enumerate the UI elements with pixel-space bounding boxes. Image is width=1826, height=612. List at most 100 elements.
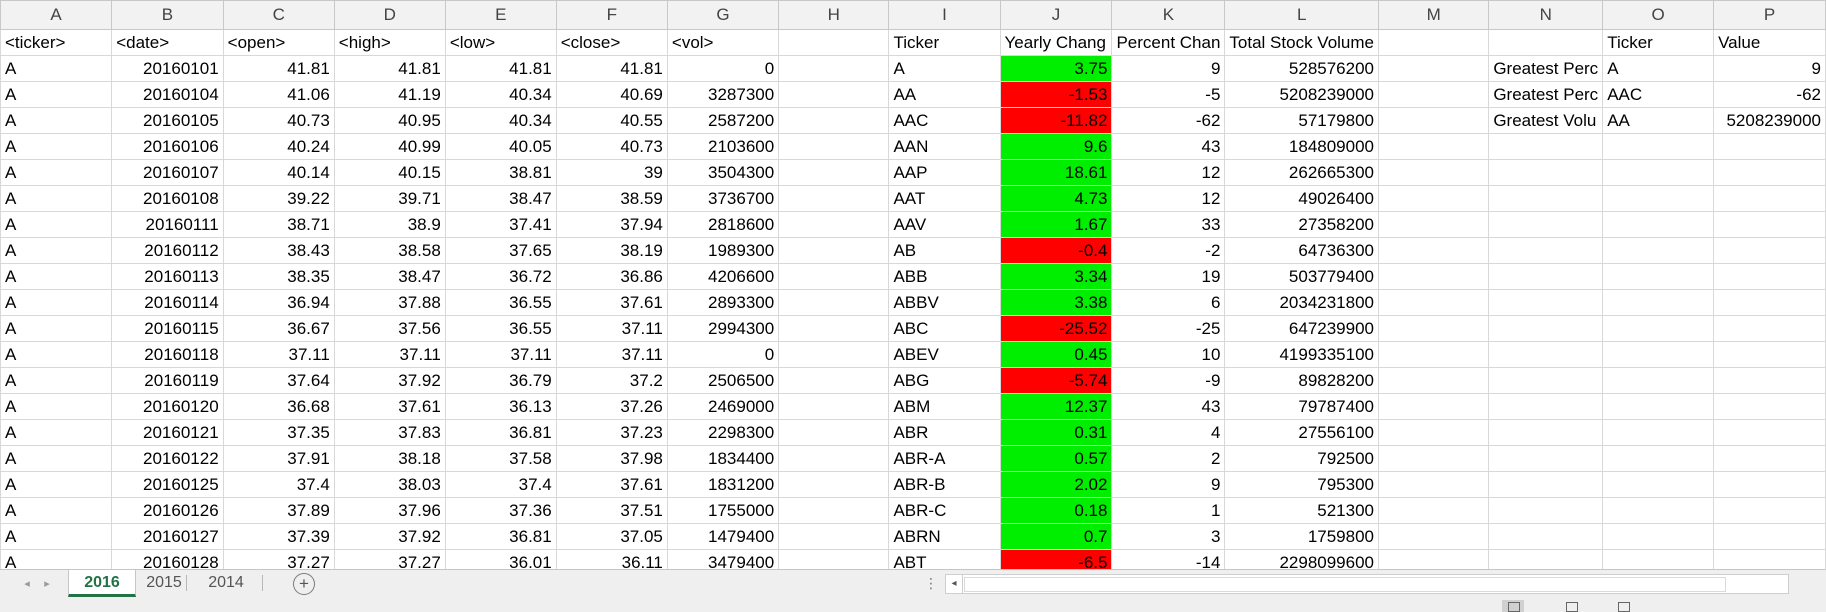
yearly-change-cell[interactable]: 12.37 [999, 393, 1113, 420]
empty-cell[interactable] [1377, 549, 1490, 569]
yearly-change-cell[interactable]: -5.74 [999, 367, 1113, 394]
plus-circle-icon[interactable]: + [293, 573, 315, 595]
empty-cell[interactable] [1377, 81, 1490, 108]
empty-cell[interactable] [1602, 263, 1715, 290]
page-break-icon[interactable] [1612, 600, 1634, 612]
data-cell[interactable]: 20160107 [111, 159, 224, 186]
empty-cell[interactable] [1377, 419, 1490, 446]
summary-ticker-cell[interactable]: ABT [888, 549, 1001, 569]
empty-cell[interactable] [1377, 289, 1490, 316]
data-cell[interactable]: 20160113 [111, 263, 224, 290]
empty-cell[interactable] [1713, 315, 1826, 342]
empty-cell[interactable] [1488, 133, 1604, 160]
data-cell[interactable]: 40.15 [333, 159, 446, 186]
yearly-change-cell[interactable]: 0.57 [999, 445, 1113, 472]
column-header-f[interactable]: F [555, 0, 668, 30]
grid-view-icon[interactable] [1502, 600, 1524, 612]
empty-cell[interactable] [778, 133, 890, 160]
data-cell[interactable]: 36.94 [222, 289, 335, 316]
data-cell[interactable]: 41.19 [333, 81, 446, 108]
summary-ticker-cell[interactable]: ABR-C [888, 497, 1001, 524]
data-cell[interactable]: 37.27 [222, 549, 335, 569]
greatest-label-cell[interactable]: Greatest Volu [1488, 107, 1604, 134]
greatest-label-cell[interactable]: Greatest Perc [1488, 81, 1604, 108]
percent-change-cell[interactable]: 12 [1111, 185, 1226, 212]
yearly-change-cell[interactable]: 0.18 [999, 497, 1113, 524]
data-cell[interactable]: 37.26 [555, 393, 668, 420]
empty-cell[interactable] [1713, 341, 1826, 368]
empty-cell[interactable] [1488, 523, 1604, 550]
data-cell[interactable]: 2506500 [666, 367, 780, 394]
percent-change-cell[interactable]: 19 [1111, 263, 1226, 290]
data-cell[interactable]: 20160115 [111, 315, 224, 342]
data-cell[interactable]: A [0, 263, 113, 290]
data-cell[interactable]: A [0, 367, 113, 394]
yearly-change-cell[interactable]: 4.73 [999, 185, 1113, 212]
header-cell[interactable]: Ticker [1602, 29, 1715, 56]
column-header-l[interactable]: L [1224, 0, 1379, 30]
empty-cell[interactable] [1377, 445, 1490, 472]
summary-ticker-cell[interactable]: AAV [888, 211, 1001, 238]
empty-cell[interactable] [1488, 549, 1604, 569]
percent-change-cell[interactable]: 6 [1111, 289, 1226, 316]
data-cell[interactable]: 20160111 [111, 211, 224, 238]
empty-cell[interactable] [778, 419, 890, 446]
total-volume-cell[interactable]: 2298099600 [1224, 549, 1379, 569]
data-cell[interactable]: 37.36 [444, 497, 557, 524]
empty-cell[interactable] [1488, 419, 1604, 446]
empty-cell[interactable] [1602, 497, 1715, 524]
data-cell[interactable]: 40.55 [555, 107, 668, 134]
data-cell[interactable]: 37.89 [222, 497, 335, 524]
yearly-change-cell[interactable]: -25.52 [999, 315, 1113, 342]
data-cell[interactable]: 2818600 [666, 211, 780, 238]
total-volume-cell[interactable]: 528576200 [1224, 55, 1379, 82]
data-cell[interactable]: 37.11 [444, 341, 557, 368]
yearly-change-cell[interactable]: -0.4 [999, 237, 1113, 264]
data-cell[interactable]: 37.51 [555, 497, 668, 524]
percent-change-cell[interactable]: 43 [1111, 133, 1226, 160]
data-cell[interactable]: 20160106 [111, 133, 224, 160]
data-cell[interactable]: 37.11 [222, 341, 335, 368]
empty-cell[interactable] [1602, 471, 1715, 498]
empty-cell[interactable] [1602, 185, 1715, 212]
data-cell[interactable]: 40.99 [333, 133, 446, 160]
data-cell[interactable]: A [0, 55, 113, 82]
empty-cell[interactable] [1713, 523, 1826, 550]
yearly-change-cell[interactable]: -11.82 [999, 107, 1113, 134]
total-volume-cell[interactable]: 27556100 [1224, 419, 1379, 446]
empty-cell[interactable] [1488, 185, 1604, 212]
data-cell[interactable]: 37.98 [555, 445, 668, 472]
header-cell[interactable]: <vol> [666, 29, 780, 56]
empty-cell[interactable] [1602, 237, 1715, 264]
summary-ticker-cell[interactable]: AB [888, 237, 1001, 264]
header-cell[interactable] [1488, 29, 1604, 56]
total-volume-cell[interactable]: 2034231800 [1224, 289, 1379, 316]
triangle-right-icon[interactable]: ▸ [44, 578, 50, 590]
data-cell[interactable]: 37.91 [222, 445, 335, 472]
total-volume-cell[interactable]: 503779400 [1224, 263, 1379, 290]
empty-cell[interactable] [1602, 367, 1715, 394]
percent-change-cell[interactable]: 12 [1111, 159, 1226, 186]
percent-change-cell[interactable]: -9 [1111, 367, 1226, 394]
data-cell[interactable]: 20160126 [111, 497, 224, 524]
empty-cell[interactable] [1602, 159, 1715, 186]
yearly-change-cell[interactable]: 9.6 [999, 133, 1113, 160]
yearly-change-cell[interactable]: 3.75 [999, 55, 1113, 82]
data-cell[interactable]: 37.11 [333, 341, 446, 368]
data-cell[interactable]: 20160112 [111, 237, 224, 264]
horizontal-scrollbar[interactable]: ◂ [945, 574, 1789, 594]
empty-cell[interactable] [778, 55, 890, 82]
data-cell[interactable]: 38.9 [333, 211, 446, 238]
percent-change-cell[interactable]: 4 [1111, 419, 1226, 446]
empty-cell[interactable] [1377, 523, 1490, 550]
total-volume-cell[interactable]: 792500 [1224, 445, 1379, 472]
data-cell[interactable]: 37.27 [333, 549, 446, 569]
empty-cell[interactable] [1488, 315, 1604, 342]
empty-cell[interactable] [778, 185, 890, 212]
total-volume-cell[interactable]: 89828200 [1224, 367, 1379, 394]
data-cell[interactable]: 2469000 [666, 393, 780, 420]
summary-ticker-cell[interactable]: AAT [888, 185, 1001, 212]
data-cell[interactable]: 20160127 [111, 523, 224, 550]
data-cell[interactable]: 36.55 [444, 289, 557, 316]
data-cell[interactable]: 40.14 [222, 159, 335, 186]
